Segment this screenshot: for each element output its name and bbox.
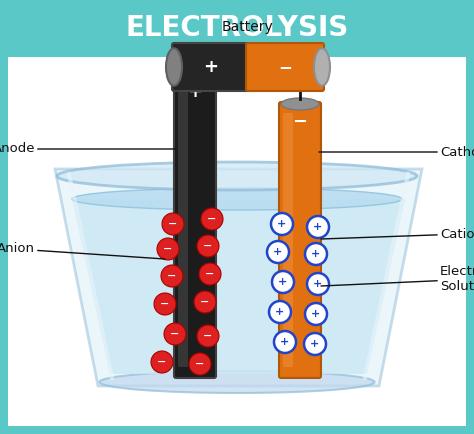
Circle shape bbox=[272, 271, 294, 293]
Text: Cation: Cation bbox=[321, 227, 474, 240]
Text: +: + bbox=[281, 337, 290, 347]
FancyBboxPatch shape bbox=[283, 113, 293, 367]
Circle shape bbox=[194, 291, 216, 313]
Circle shape bbox=[157, 238, 179, 260]
Circle shape bbox=[197, 325, 219, 347]
Text: −: − bbox=[164, 244, 173, 254]
Text: +: + bbox=[273, 247, 283, 257]
Circle shape bbox=[162, 213, 184, 235]
Ellipse shape bbox=[176, 68, 214, 80]
Text: Cathode: Cathode bbox=[319, 145, 474, 158]
Polygon shape bbox=[72, 199, 405, 374]
Text: −: − bbox=[201, 297, 210, 307]
Text: +: + bbox=[275, 307, 284, 317]
Circle shape bbox=[304, 333, 326, 355]
Circle shape bbox=[305, 303, 327, 325]
Text: Battery: Battery bbox=[222, 20, 274, 34]
Circle shape bbox=[164, 323, 186, 345]
Text: +: + bbox=[277, 219, 287, 229]
Circle shape bbox=[154, 293, 176, 315]
FancyBboxPatch shape bbox=[279, 102, 321, 378]
Text: +: + bbox=[313, 279, 323, 289]
Text: Anion: Anion bbox=[0, 243, 165, 259]
FancyBboxPatch shape bbox=[246, 43, 324, 91]
Text: −: − bbox=[160, 299, 170, 309]
Text: +: + bbox=[188, 83, 202, 101]
Text: −: − bbox=[195, 359, 205, 369]
Circle shape bbox=[271, 213, 293, 235]
Text: +: + bbox=[311, 309, 320, 319]
Circle shape bbox=[269, 301, 291, 323]
Circle shape bbox=[189, 353, 211, 375]
Circle shape bbox=[274, 331, 296, 353]
Text: −: − bbox=[170, 329, 180, 339]
Ellipse shape bbox=[314, 48, 330, 85]
Text: −: − bbox=[203, 331, 213, 341]
Text: +: + bbox=[278, 277, 288, 287]
Circle shape bbox=[201, 208, 223, 230]
Text: −: − bbox=[278, 58, 292, 76]
Text: Anode: Anode bbox=[0, 142, 176, 155]
Ellipse shape bbox=[57, 162, 417, 190]
Text: +: + bbox=[203, 58, 219, 76]
Circle shape bbox=[307, 216, 329, 238]
FancyBboxPatch shape bbox=[172, 43, 250, 91]
Text: −: − bbox=[157, 357, 167, 367]
Text: +: + bbox=[313, 222, 323, 232]
Bar bbox=[8, 57, 466, 426]
Text: −: − bbox=[292, 113, 308, 131]
Text: −: − bbox=[167, 271, 177, 281]
Text: ELECTROLYSIS: ELECTROLYSIS bbox=[126, 14, 348, 43]
Circle shape bbox=[267, 241, 289, 263]
Bar bbox=[0, 0, 474, 57]
FancyBboxPatch shape bbox=[174, 72, 216, 378]
Circle shape bbox=[305, 243, 327, 265]
Circle shape bbox=[197, 235, 219, 257]
Circle shape bbox=[307, 273, 329, 295]
Circle shape bbox=[199, 263, 221, 285]
Text: +: + bbox=[310, 339, 319, 349]
Text: −: − bbox=[203, 241, 213, 251]
Circle shape bbox=[151, 351, 173, 373]
Circle shape bbox=[161, 265, 183, 287]
Ellipse shape bbox=[100, 371, 374, 393]
Text: −: − bbox=[207, 214, 217, 224]
Polygon shape bbox=[55, 169, 422, 386]
FancyBboxPatch shape bbox=[178, 83, 188, 367]
Ellipse shape bbox=[166, 48, 182, 85]
Ellipse shape bbox=[281, 98, 319, 110]
Text: Electrolyte
Solution: Electrolyte Solution bbox=[321, 265, 474, 293]
Text: +: + bbox=[311, 249, 320, 259]
Text: −: − bbox=[168, 219, 178, 229]
Text: −: − bbox=[205, 269, 215, 279]
Ellipse shape bbox=[72, 188, 402, 210]
